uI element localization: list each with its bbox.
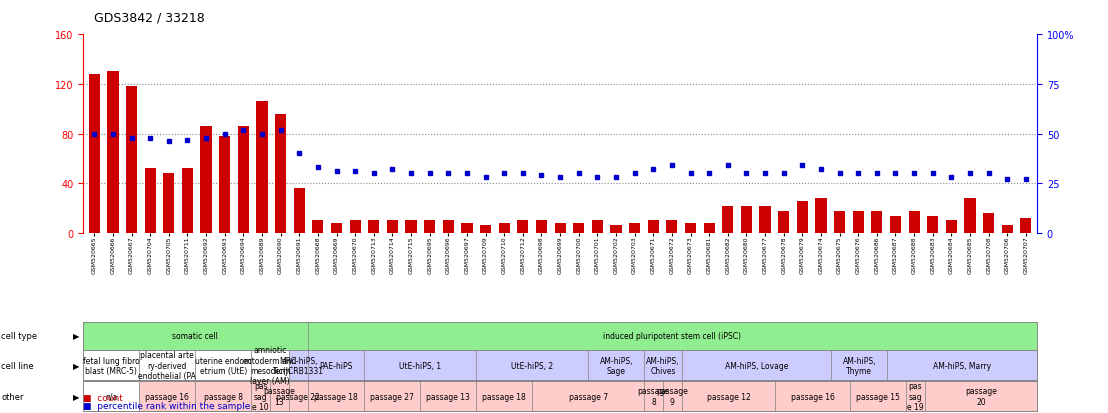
- Bar: [592, 221, 603, 233]
- Text: PAE-hiPS: PAE-hiPS: [319, 361, 352, 370]
- Bar: [443, 221, 454, 233]
- Text: AM-hiPS,
Thyme: AM-hiPS, Thyme: [843, 356, 876, 375]
- Text: passage 16: passage 16: [145, 392, 189, 401]
- Text: passage 16: passage 16: [791, 392, 834, 401]
- Bar: [611, 226, 622, 233]
- Text: AM-hiPS,
Sage: AM-hiPS, Sage: [599, 356, 633, 375]
- Text: passage
8: passage 8: [638, 387, 669, 406]
- Bar: [909, 211, 920, 233]
- Bar: [648, 221, 659, 233]
- Bar: [256, 102, 267, 233]
- Bar: [461, 223, 472, 233]
- Text: n/a: n/a: [105, 392, 117, 401]
- Bar: [554, 223, 566, 233]
- Text: pas
sag
e 19: pas sag e 19: [907, 381, 924, 411]
- Text: passage 27: passage 27: [370, 392, 413, 401]
- Bar: [536, 221, 547, 233]
- Bar: [890, 216, 901, 233]
- Bar: [629, 223, 640, 233]
- Text: passage 7: passage 7: [568, 392, 607, 401]
- Bar: [704, 223, 715, 233]
- Text: MRC-hiPS,
Tic(JCRB1331: MRC-hiPS, Tic(JCRB1331: [273, 356, 324, 375]
- Text: uterine endom
etrium (UtE): uterine endom etrium (UtE): [195, 356, 252, 375]
- Text: passage 22: passage 22: [276, 392, 320, 401]
- Text: passage 15: passage 15: [856, 392, 900, 401]
- Bar: [275, 114, 286, 233]
- Bar: [312, 221, 324, 233]
- Bar: [424, 221, 435, 233]
- Text: UtE-hiPS, 1: UtE-hiPS, 1: [399, 361, 441, 370]
- Bar: [182, 169, 193, 233]
- Text: passage
13: passage 13: [264, 387, 296, 406]
- Text: ▶: ▶: [73, 361, 80, 370]
- Bar: [368, 221, 379, 233]
- Text: induced pluripotent stem cell (iPSC): induced pluripotent stem cell (iPSC): [604, 331, 741, 340]
- Text: placental arte
ry-derived
endothelial (PA: placental arte ry-derived endothelial (P…: [138, 351, 196, 380]
- Text: passage
20: passage 20: [965, 387, 997, 406]
- Bar: [834, 211, 845, 233]
- Bar: [983, 214, 994, 233]
- Bar: [331, 223, 342, 233]
- Bar: [349, 221, 361, 233]
- Bar: [778, 211, 789, 233]
- Bar: [1020, 218, 1032, 233]
- Text: passage 18: passage 18: [482, 392, 526, 401]
- Text: passage 8: passage 8: [204, 392, 243, 401]
- Text: passage 18: passage 18: [314, 392, 358, 401]
- Bar: [853, 211, 864, 233]
- Bar: [759, 206, 771, 233]
- Text: AM-hiPS, Marry: AM-hiPS, Marry: [933, 361, 992, 370]
- Bar: [126, 87, 137, 233]
- Bar: [517, 221, 529, 233]
- Text: passage 13: passage 13: [425, 392, 470, 401]
- Bar: [107, 72, 119, 233]
- Bar: [927, 216, 938, 233]
- Bar: [741, 206, 752, 233]
- Bar: [946, 221, 957, 233]
- Bar: [964, 199, 976, 233]
- Text: fetal lung fibro
blast (MRC-5): fetal lung fibro blast (MRC-5): [83, 356, 140, 375]
- Bar: [815, 199, 827, 233]
- Bar: [871, 211, 882, 233]
- Bar: [387, 221, 398, 233]
- Text: ■  count: ■ count: [83, 393, 123, 402]
- Bar: [201, 127, 212, 233]
- Bar: [294, 189, 305, 233]
- Text: passage 12: passage 12: [707, 392, 750, 401]
- Bar: [238, 127, 249, 233]
- Bar: [480, 226, 491, 233]
- Text: GDS3842 / 33218: GDS3842 / 33218: [94, 12, 205, 25]
- Text: passage
9: passage 9: [656, 387, 688, 406]
- Bar: [1002, 226, 1013, 233]
- Bar: [685, 223, 696, 233]
- Bar: [499, 223, 510, 233]
- Bar: [722, 206, 733, 233]
- Bar: [89, 75, 100, 233]
- Text: cell line: cell line: [1, 361, 33, 370]
- Bar: [666, 221, 677, 233]
- Text: ▶: ▶: [73, 331, 80, 340]
- Text: pas
sag
e 10: pas sag e 10: [253, 381, 269, 411]
- Text: ■  percentile rank within the sample: ■ percentile rank within the sample: [83, 401, 250, 410]
- Bar: [573, 223, 584, 233]
- Text: ▶: ▶: [73, 392, 80, 401]
- Text: cell type: cell type: [1, 331, 38, 340]
- Bar: [219, 137, 230, 233]
- Text: somatic cell: somatic cell: [173, 331, 218, 340]
- Text: AM-hiPS, Lovage: AM-hiPS, Lovage: [725, 361, 788, 370]
- Text: AM-hiPS,
Chives: AM-hiPS, Chives: [646, 356, 679, 375]
- Bar: [797, 201, 808, 233]
- Bar: [163, 174, 174, 233]
- Text: amniotic
ectoderm and
mesoderm
layer (AM): amniotic ectoderm and mesoderm layer (AM…: [244, 345, 297, 386]
- Bar: [144, 169, 156, 233]
- Text: other: other: [1, 392, 23, 401]
- Bar: [406, 221, 417, 233]
- Text: UtE-hiPS, 2: UtE-hiPS, 2: [511, 361, 553, 370]
